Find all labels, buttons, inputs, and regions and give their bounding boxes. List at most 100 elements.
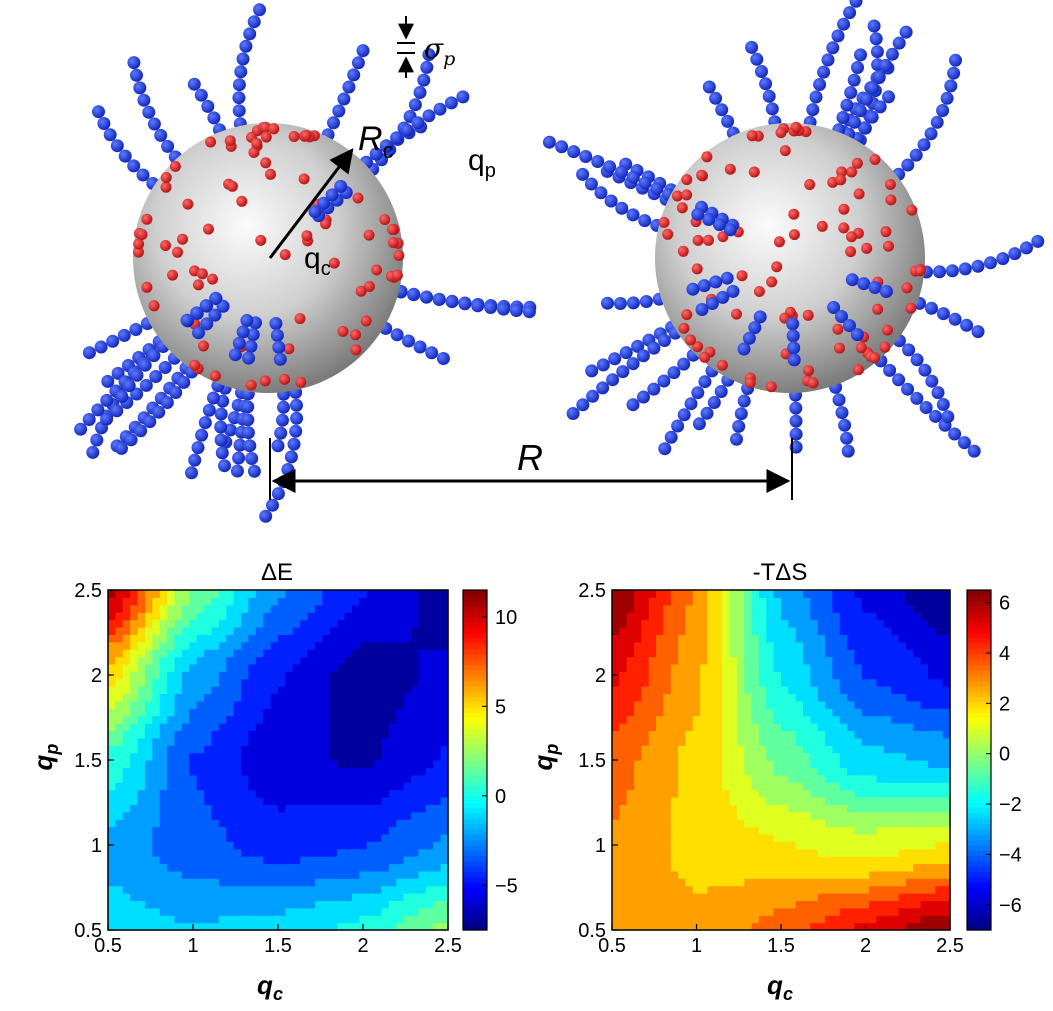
contour-cell bbox=[381, 752, 390, 761]
contour-cell bbox=[270, 693, 279, 702]
contour-cell bbox=[751, 782, 760, 791]
contour-cell bbox=[707, 767, 716, 776]
contour-cell bbox=[773, 782, 782, 791]
contour-cell bbox=[204, 671, 213, 680]
colorbar-segment bbox=[463, 733, 487, 740]
contour-cell bbox=[322, 841, 331, 850]
contour-cell bbox=[612, 893, 620, 902]
polymer-bead bbox=[124, 433, 138, 447]
contour-cell bbox=[270, 737, 279, 746]
colorbar-frame bbox=[462, 589, 488, 931]
contour-cell bbox=[869, 789, 878, 798]
colorbar-tick-label: −5 bbox=[495, 875, 518, 897]
contour-cell bbox=[648, 804, 657, 813]
contour-cell bbox=[218, 900, 227, 909]
colorbar-segment bbox=[463, 616, 487, 623]
contour-cell bbox=[108, 626, 116, 635]
contour-cell bbox=[663, 619, 672, 628]
contour-cell bbox=[781, 723, 789, 732]
contour-cell bbox=[211, 782, 220, 791]
polymer-bead bbox=[194, 88, 208, 102]
contour-cell bbox=[663, 634, 672, 643]
contour-cell bbox=[137, 833, 146, 842]
contour-cell bbox=[285, 796, 294, 805]
contour-cell bbox=[935, 723, 944, 732]
contour-cell bbox=[692, 841, 701, 850]
contour-cell bbox=[935, 782, 944, 791]
contour-cell bbox=[847, 686, 856, 695]
polymer-bead bbox=[138, 358, 152, 372]
contour-cell bbox=[159, 878, 168, 887]
contour-cell bbox=[226, 796, 235, 805]
contour-cell bbox=[204, 767, 213, 776]
contour-cell bbox=[817, 737, 826, 746]
contour-cell bbox=[359, 590, 368, 598]
contour-cell bbox=[396, 878, 405, 887]
polymer-bead bbox=[639, 295, 653, 308]
polymer-bead bbox=[899, 25, 913, 39]
contour-cell bbox=[920, 804, 929, 813]
contour-cell bbox=[285, 848, 294, 857]
contour-cell bbox=[137, 745, 146, 754]
contour-cell bbox=[374, 848, 383, 857]
contour-cell bbox=[226, 700, 235, 709]
contour-cell bbox=[233, 612, 242, 621]
contour-cell bbox=[876, 760, 885, 768]
contour-cell bbox=[322, 878, 331, 887]
contour-cell bbox=[920, 863, 929, 872]
contour-cell bbox=[381, 693, 390, 702]
contour-cell bbox=[159, 767, 168, 776]
contour-cell bbox=[241, 767, 250, 776]
contour-cell bbox=[817, 900, 826, 909]
contour-cell bbox=[795, 693, 804, 702]
contour-cell bbox=[278, 907, 286, 916]
contour-cell bbox=[641, 915, 650, 924]
contour-cell bbox=[619, 619, 628, 628]
contour-cell bbox=[255, 819, 264, 828]
contour-cell bbox=[656, 804, 665, 813]
polymer-bead bbox=[100, 393, 114, 407]
contour-cell bbox=[440, 856, 449, 865]
x-tick-label: 0.5 bbox=[94, 935, 122, 957]
contour-cell bbox=[744, 590, 753, 598]
contour-cell bbox=[241, 826, 250, 835]
colorbar-segment bbox=[463, 590, 487, 596]
contour-cell bbox=[344, 708, 353, 717]
contour-cell bbox=[396, 730, 405, 739]
contour-cell bbox=[241, 700, 250, 709]
contour-cell bbox=[152, 885, 161, 894]
contour-cell bbox=[329, 833, 338, 842]
contour-cell bbox=[825, 619, 834, 628]
contour-cell bbox=[861, 745, 870, 754]
contour-cell bbox=[122, 678, 131, 687]
contour-cell bbox=[189, 870, 198, 879]
contour-cell bbox=[825, 693, 834, 702]
polymer-bead bbox=[971, 259, 985, 273]
contour-cell bbox=[292, 885, 301, 894]
contour-cell bbox=[861, 626, 870, 635]
contour-cell bbox=[641, 723, 650, 732]
contour-cell bbox=[773, 604, 782, 613]
contour-cell bbox=[788, 811, 797, 820]
contour-cell bbox=[130, 752, 139, 761]
contour-cell bbox=[847, 819, 856, 828]
contour-cell bbox=[181, 922, 190, 931]
contour-cell bbox=[788, 678, 797, 687]
contour-cell bbox=[255, 752, 264, 761]
contour-cell bbox=[656, 619, 665, 628]
charge-site bbox=[716, 359, 728, 371]
contour-cell bbox=[159, 693, 168, 702]
contour-cell bbox=[403, 804, 412, 813]
contour-cell bbox=[122, 752, 131, 761]
contour-cell bbox=[137, 656, 146, 665]
contour-cell bbox=[144, 612, 153, 621]
contour-cell bbox=[314, 774, 323, 783]
contour-cell bbox=[825, 604, 834, 613]
contour-cell bbox=[817, 745, 826, 754]
contour-cell bbox=[663, 745, 672, 754]
contour-cell bbox=[174, 760, 183, 768]
contour-cell bbox=[626, 760, 635, 768]
contour-cell bbox=[218, 760, 227, 768]
contour-cell bbox=[641, 863, 650, 872]
